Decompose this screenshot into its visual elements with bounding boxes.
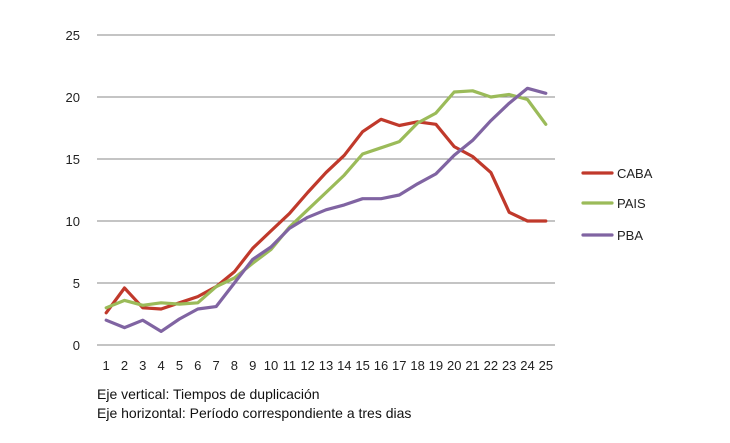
x-tick-label: 13 xyxy=(319,358,333,373)
x-tick-label: 11 xyxy=(283,358,297,373)
x-tick-label: 24 xyxy=(520,358,534,373)
x-tick-label: 6 xyxy=(194,358,201,373)
x-tick-label: 5 xyxy=(176,358,183,373)
x-tick-label: 9 xyxy=(249,358,256,373)
series-line-pais xyxy=(104,89,548,310)
series-line-pba xyxy=(104,86,548,333)
x-tick-label: 18 xyxy=(410,358,424,373)
x-tick-label: 20 xyxy=(447,358,461,373)
y-tick-label: 20 xyxy=(66,90,80,105)
x-tick-label: 21 xyxy=(465,358,479,373)
x-tick-label: 2 xyxy=(121,358,128,373)
x-tick-label: 14 xyxy=(337,358,351,373)
grid-lines xyxy=(97,34,555,346)
legend-label-pais: PAIS xyxy=(617,196,646,211)
x-tick-label: 8 xyxy=(231,358,238,373)
y-axis-ticks: 0 5 10 15 20 25 xyxy=(66,28,80,353)
y-tick-label: 10 xyxy=(66,214,80,229)
x-tick-label: 17 xyxy=(392,358,406,373)
legend: CABA PAIS PBA xyxy=(581,166,653,243)
x-tick-label: 12 xyxy=(300,358,314,373)
x-tick-label: 22 xyxy=(484,358,498,373)
y-tick-label: 25 xyxy=(66,28,80,43)
caption-vertical-axis: Eje vertical: Tiempos de duplicación xyxy=(97,386,320,402)
series-lines xyxy=(104,86,548,333)
legend-label-caba: CABA xyxy=(617,166,653,181)
y-tick-label: 15 xyxy=(66,152,80,167)
legend-label-pba: PBA xyxy=(617,228,643,243)
x-tick-label: 16 xyxy=(374,358,388,373)
x-tick-label: 19 xyxy=(429,358,443,373)
x-tick-label: 1 xyxy=(103,358,110,373)
x-axis-ticks: 1 2 3 4 5 6 7 8 9 10 11 12 13 14 15 16 17 18 19 20 21 22 23 24 2… xyxy=(103,358,554,373)
x-tick-label: 3 xyxy=(139,358,146,373)
x-tick-label: 15 xyxy=(355,358,369,373)
series-line-caba xyxy=(104,117,548,315)
caption-horizontal-axis: Eje horizontal: Período correspondiente … xyxy=(97,405,412,421)
x-tick-label: 25 xyxy=(539,358,553,373)
x-tick-label: 7 xyxy=(212,358,219,373)
y-tick-label: 0 xyxy=(73,338,80,353)
x-tick-label: 4 xyxy=(158,358,165,373)
y-tick-label: 5 xyxy=(73,276,80,291)
x-tick-label: 23 xyxy=(502,358,516,373)
x-tick-label: 10 xyxy=(264,358,278,373)
